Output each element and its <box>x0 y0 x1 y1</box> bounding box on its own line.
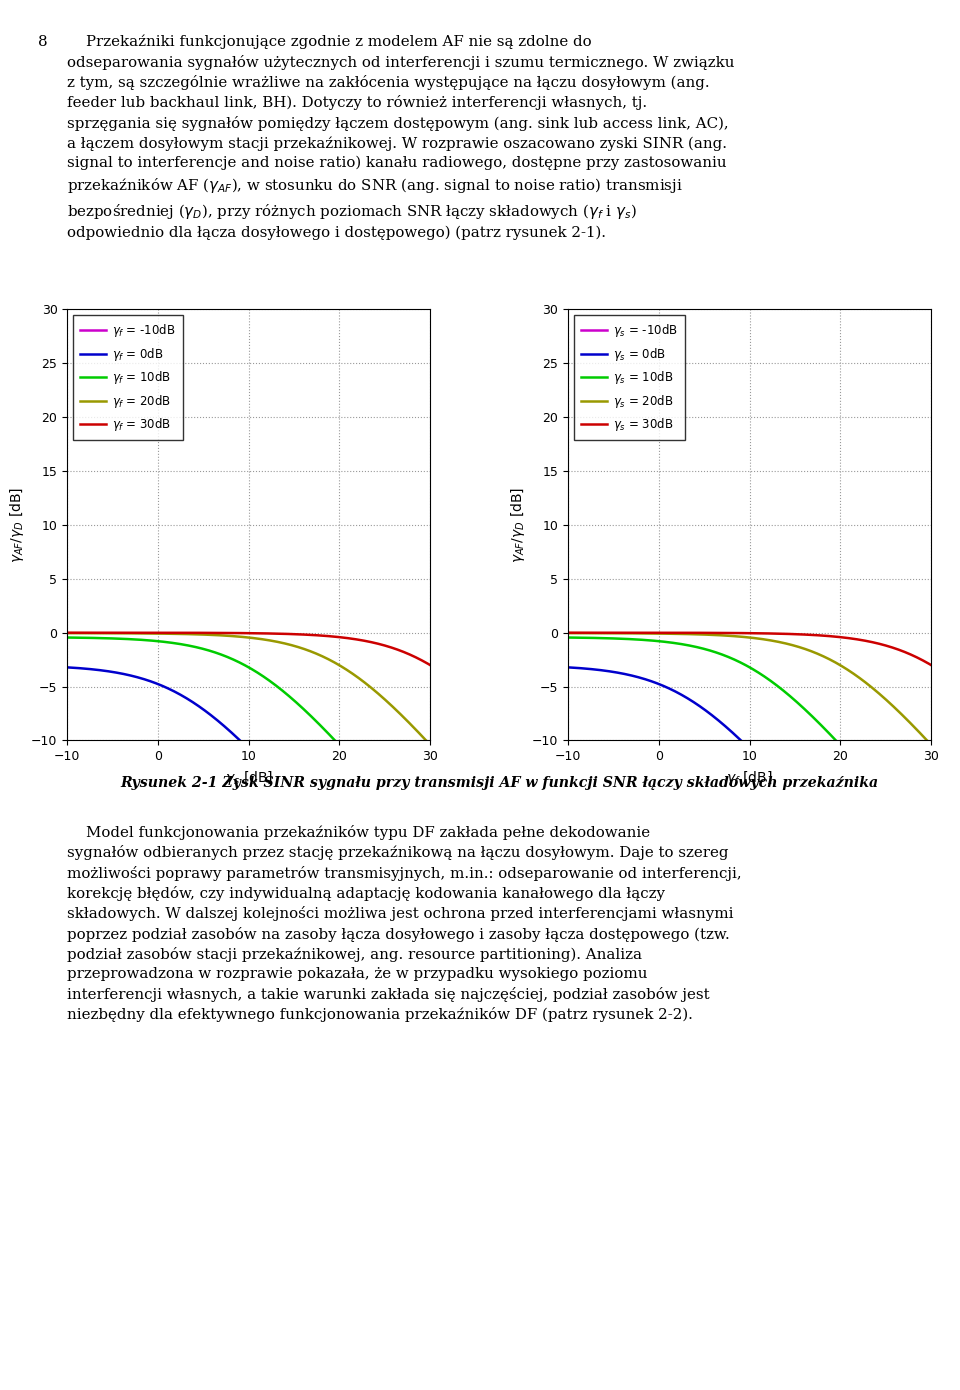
Y-axis label: $\gamma_{AF}/\gamma_D$ [dB]: $\gamma_{AF}/\gamma_D$ [dB] <box>509 486 526 563</box>
X-axis label: $\gamma_f$ [dB]: $\gamma_f$ [dB] <box>727 769 773 787</box>
X-axis label: $\gamma_s$ [dB]: $\gamma_s$ [dB] <box>225 769 273 787</box>
Legend: $\gamma_s$ = -10dB, $\gamma_s$ = 0dB, $\gamma_s$ = 10dB, $\gamma_s$ = 20dB, $\ga: $\gamma_s$ = -10dB, $\gamma_s$ = 0dB, $\… <box>574 316 684 441</box>
Text: Rysunek 2-1 Zysk SINR sygnału przy transmisji AF w funkcji SNR łączy składowych : Rysunek 2-1 Zysk SINR sygnału przy trans… <box>120 776 878 790</box>
Text: Przekaźniki funkcjonujące zgodnie z modelem AF nie są zdolne do
odseparowania sy: Przekaźniki funkcjonujące zgodnie z mode… <box>67 35 734 240</box>
Legend: $\gamma_f$ = -10dB, $\gamma_f$ = 0dB, $\gamma_f$ = 10dB, $\gamma_f$ = 20dB, $\ga: $\gamma_f$ = -10dB, $\gamma_f$ = 0dB, $\… <box>73 316 182 441</box>
Text: 8: 8 <box>38 35 48 49</box>
Y-axis label: $\gamma_{AF}/\gamma_D$ [dB]: $\gamma_{AF}/\gamma_D$ [dB] <box>8 486 26 563</box>
Text: Model funkcjonowania przekaźników typu DF zakłada pełne dekodowanie
sygnałów odb: Model funkcjonowania przekaźników typu D… <box>67 824 742 1022</box>
